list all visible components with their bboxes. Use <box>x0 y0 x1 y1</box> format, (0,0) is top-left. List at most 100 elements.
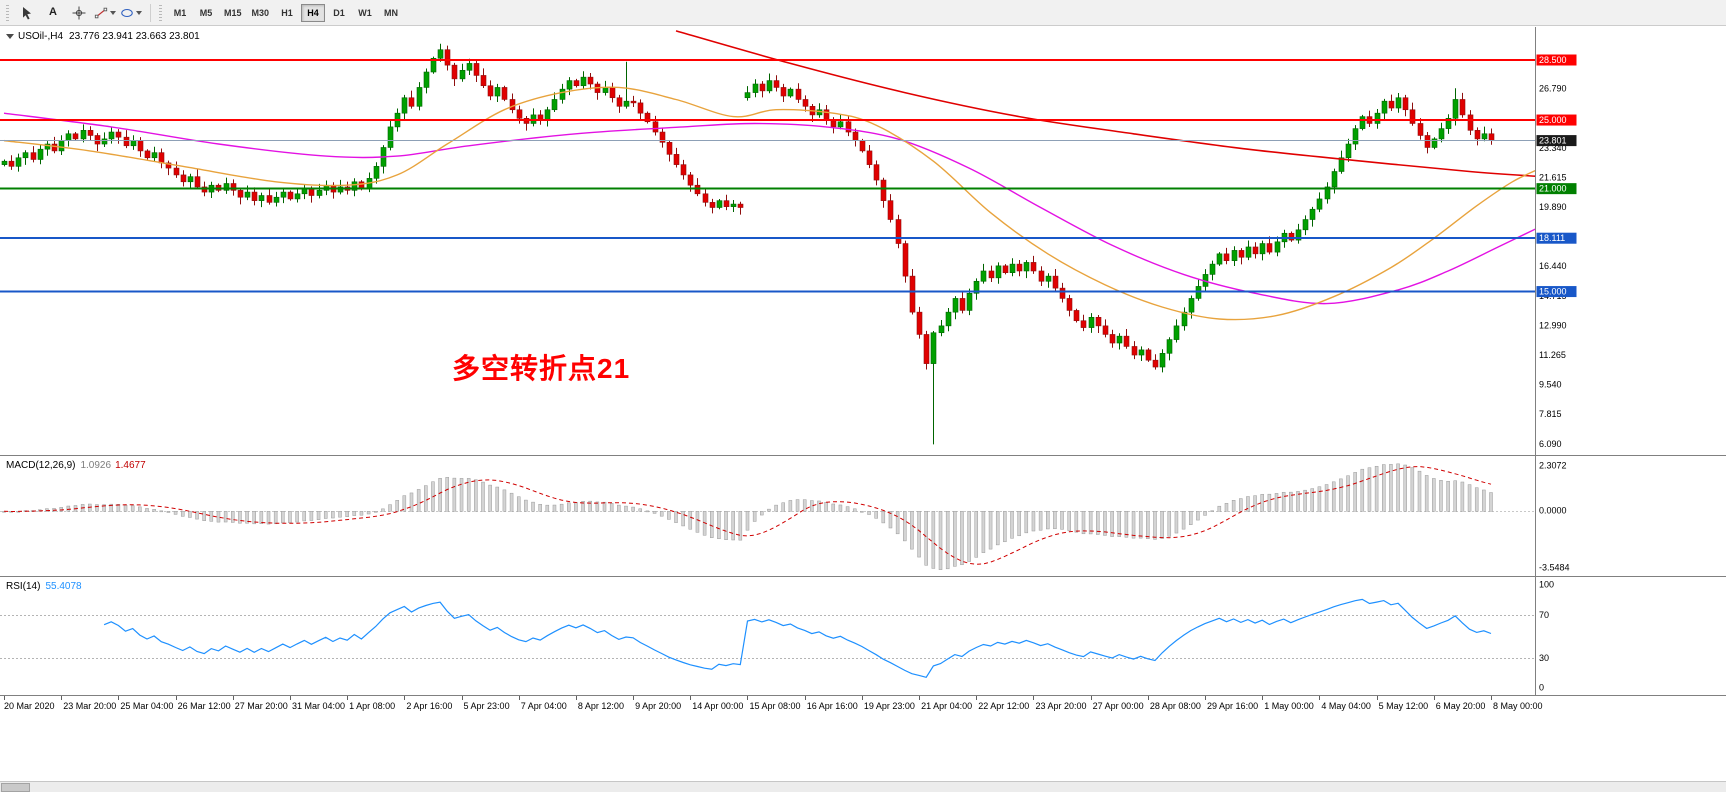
time-tick <box>61 696 63 700</box>
timeframe-button-M5[interactable]: M5 <box>194 4 218 22</box>
shapes-icon <box>121 8 133 17</box>
svg-text:7.815: 7.815 <box>1539 409 1562 419</box>
macd-main-value: 1.0926 <box>80 460 112 471</box>
svg-text:12.990: 12.990 <box>1539 320 1567 330</box>
text-tool-icon-button[interactable]: A <box>41 3 65 23</box>
trendline-icon <box>94 7 108 18</box>
time-axis-label: 4 May 04:00 <box>1321 701 1371 711</box>
horizontal-scrollbar-thumb[interactable] <box>1 783 30 792</box>
time-axis-label: 20 Mar 2020 <box>4 701 55 711</box>
time-axis-label: 9 Apr 20:00 <box>635 701 682 711</box>
time-axis[interactable]: 20 Mar 2020 23 Mar 20:00 25 Mar 04:00 26 Ma… <box>0 695 1726 722</box>
price-badge-23.801 <box>1536 135 1577 147</box>
time-axis-label: 26 Mar 12:00 <box>177 701 231 711</box>
time-axis-label: 14 Apr 00:00 <box>692 701 744 711</box>
time-tick <box>976 696 978 700</box>
svg-text:30: 30 <box>1539 653 1549 663</box>
chart-annotation[interactable]: 多空转折点21 <box>452 353 631 384</box>
svg-text:26.790: 26.790 <box>1539 84 1567 94</box>
ma-slow-magenta <box>3 112 1535 305</box>
time-axis-label: 21 Apr 04:00 <box>921 701 973 711</box>
time-tick <box>804 696 806 700</box>
timeframe-button-M1[interactable]: M1 <box>168 4 192 22</box>
svg-text:25.000: 25.000 <box>1539 115 1567 125</box>
time-axis-label: 29 Apr 16:00 <box>1207 701 1259 711</box>
time-tick <box>289 696 291 700</box>
time-axis-label: 5 Apr 23:00 <box>463 701 510 711</box>
rsi-chart[interactable]: 100 70 30 0 <box>0 577 1726 695</box>
svg-text:28.500: 28.500 <box>1539 55 1567 65</box>
cursor-icon-button[interactable] <box>15 3 39 23</box>
time-axis-label: 19 Apr 23:00 <box>863 701 915 711</box>
rsi-value: 55.4078 <box>45 581 82 592</box>
timeframe-button-MN[interactable]: MN <box>379 4 403 22</box>
chevron-down-icon <box>136 10 142 15</box>
time-axis-label: 8 May 00:00 <box>1492 701 1543 711</box>
time-axis-label: 23 Mar 20:00 <box>63 701 117 711</box>
time-tick <box>1205 696 1207 700</box>
tool-icons-group: A <box>14 3 144 23</box>
time-axis-label: 8 Apr 12:00 <box>577 701 624 711</box>
chart-title: USOil-,H4 23.776 23.941 23.663 23.801 <box>6 31 200 42</box>
rsi-panel[interactable]: 100 70 30 0 <box>0 577 1726 695</box>
time-axis-label: 28 Apr 08:00 <box>1149 701 1201 711</box>
price-badge-21.000 <box>1536 183 1577 195</box>
macd-panel[interactable]: 2.3072 0.0000 -3.5484 <box>0 456 1726 577</box>
svg-text:16.440: 16.440 <box>1539 261 1567 271</box>
macd-chart[interactable]: 2.3072 0.0000 -3.5484 <box>0 456 1726 577</box>
shapes-tool-icon-button[interactable] <box>119 3 143 23</box>
time-axis-label: 31 Mar 04:00 <box>291 701 345 711</box>
svg-text:19.890: 19.890 <box>1539 202 1567 212</box>
timeframe-button-H1[interactable]: H1 <box>275 4 299 22</box>
toolbar: A M1 M5 M15 M30 H1 H4 D1 W1 MN <box>0 0 1726 26</box>
time-tick <box>747 696 749 700</box>
svg-text:21.000: 21.000 <box>1539 184 1567 194</box>
svg-text:9.540: 9.540 <box>1539 380 1562 390</box>
crosshair-icon-button[interactable] <box>67 3 91 23</box>
svg-text:15.000: 15.000 <box>1539 286 1567 296</box>
timeframe-toolbar-grip[interactable] <box>159 4 162 21</box>
crosshair-icon <box>72 6 86 19</box>
time-tick <box>1262 696 1264 700</box>
price-badge-28.500 <box>1536 54 1577 66</box>
time-axis-label: 2 Apr 16:00 <box>406 701 453 711</box>
time-tick <box>1147 696 1149 700</box>
chart-dropdown-icon[interactable] <box>6 34 14 39</box>
timeframe-buttons-group: M1 M5 M15 M30 H1 H4 D1 W1 MN <box>167 3 404 22</box>
svg-text:23.340: 23.340 <box>1539 143 1567 153</box>
time-axis-label: 22 Apr 12:00 <box>978 701 1030 711</box>
price-badge-25.000 <box>1536 114 1577 126</box>
price-badge-15.000 <box>1536 286 1577 298</box>
time-tick <box>1433 696 1435 700</box>
timeframe-button-H4[interactable]: H4 <box>301 3 326 22</box>
timeframe-button-W1[interactable]: W1 <box>353 4 377 22</box>
time-axis-label: 23 Apr 20:00 <box>1035 701 1087 711</box>
toolbar-grip[interactable] <box>6 4 9 21</box>
timeframe-button-M15[interactable]: M15 <box>220 4 246 22</box>
ma-fast-orange <box>3 86 1535 321</box>
svg-text:18.111: 18.111 <box>1539 233 1565 243</box>
rsi-line <box>103 598 1492 678</box>
macd-indicator-label: MACD(12,26,9) 1.0926 1.4677 <box>6 460 146 471</box>
horizontal-scrollbar-track[interactable] <box>0 781 1726 792</box>
rsi-indicator-label: RSI(14) 55.4078 <box>6 581 82 592</box>
time-tick <box>347 696 349 700</box>
svg-text:0: 0 <box>1539 682 1544 692</box>
time-axis-label: 7 Apr 04:00 <box>520 701 567 711</box>
candlestick-chart[interactable]: 6.0907.8159.54011.26512.99014.71516.4401… <box>0 27 1726 456</box>
trendline-tool-icon-button[interactable] <box>93 3 117 23</box>
chart-ohlc-values: 23.776 23.941 23.663 23.801 <box>69 31 200 42</box>
main-chart-panel[interactable]: 6.0907.8159.54011.26512.99014.71516.4401… <box>0 27 1726 456</box>
price-badge-18.111 <box>1536 232 1577 244</box>
time-tick <box>232 696 234 700</box>
svg-text:23.801: 23.801 <box>1539 135 1567 145</box>
timeframe-button-M30[interactable]: M30 <box>248 4 274 22</box>
macd-name: MACD(12,26,9) <box>6 460 76 471</box>
timeframe-button-D1[interactable]: D1 <box>327 4 351 22</box>
time-tick <box>861 696 863 700</box>
time-axis-label: 5 May 12:00 <box>1378 701 1429 711</box>
ma-long-red <box>675 30 1535 178</box>
time-axis-label: 15 Apr 08:00 <box>749 701 801 711</box>
macd-histogram <box>2 463 1493 570</box>
svg-text:-3.5484: -3.5484 <box>1539 562 1570 572</box>
